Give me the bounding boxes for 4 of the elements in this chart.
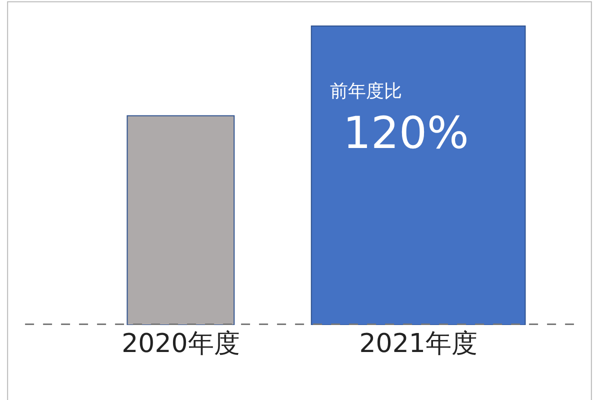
annotation: 前年度比 bbox=[330, 81, 402, 102]
x-tick-label: 2021年度 bbox=[359, 329, 478, 359]
x-tick-label: 2020年度 bbox=[122, 329, 240, 359]
annotation: 120% bbox=[343, 108, 469, 159]
